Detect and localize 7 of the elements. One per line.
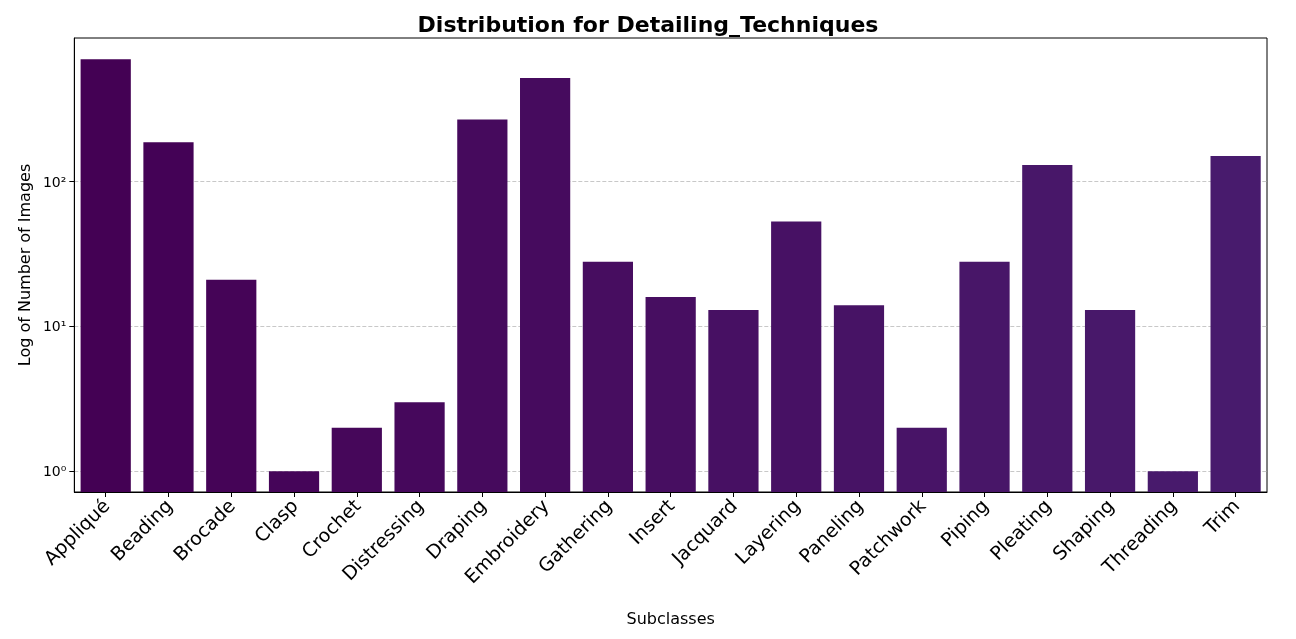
y-tick-label: 10¹	[42, 318, 67, 335]
x-tick-label: Trim	[1198, 494, 1244, 540]
x-axis-title: Subclasses	[626, 608, 715, 628]
y-tick-label: 10²	[42, 173, 67, 190]
y-axis-title: Log of Number of Images	[14, 163, 34, 367]
chart-title: Distribution for Detailing_Techniques	[417, 11, 879, 37]
y-tick-label: 10⁰	[42, 463, 67, 480]
